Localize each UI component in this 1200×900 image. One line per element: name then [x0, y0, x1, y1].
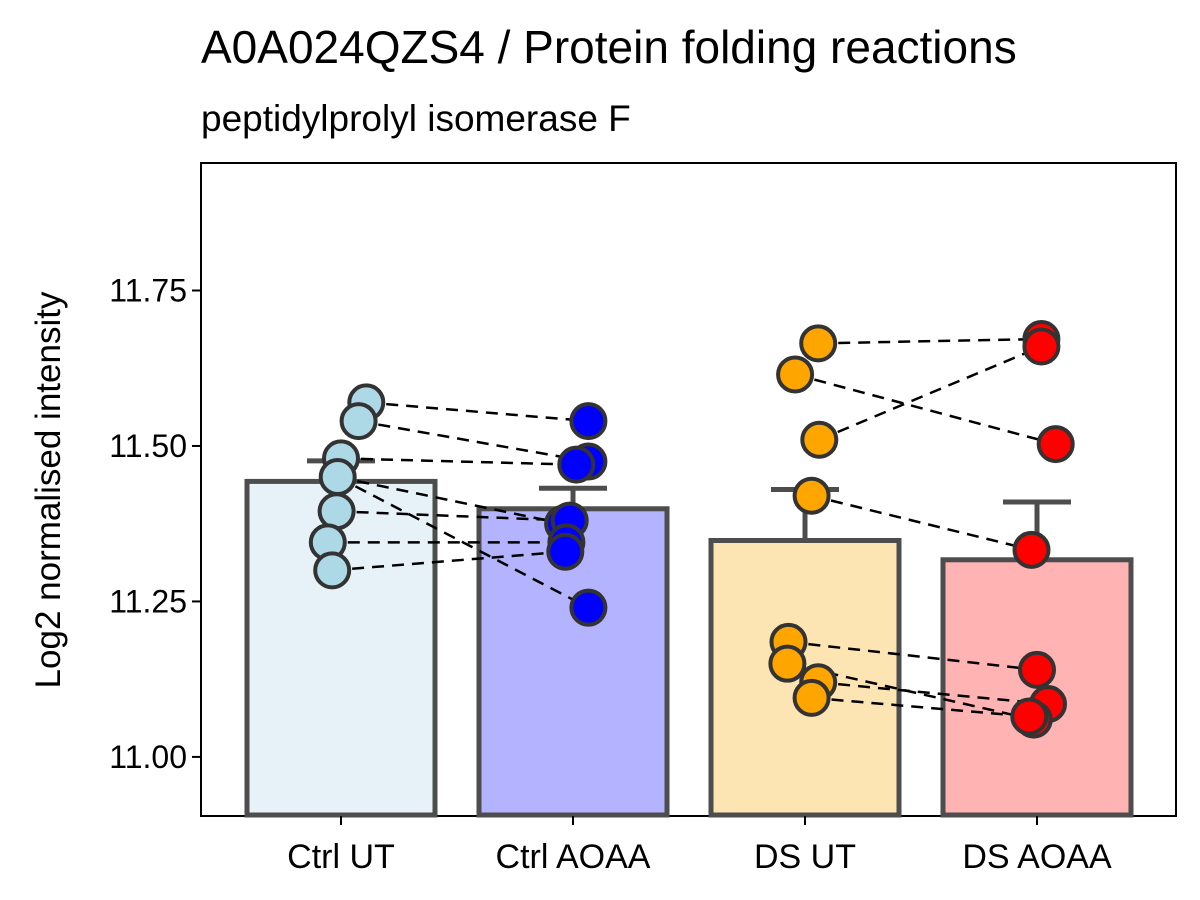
y-tick-label: 11.25 [109, 583, 187, 619]
y-axis: 11.00 11.25 11.50 11.75 [109, 272, 201, 775]
chart-title: A0A024QZS4 / Protein folding reactions [201, 21, 1017, 73]
bars [244, 478, 1134, 818]
data-point [1036, 425, 1075, 464]
pair-line [337, 475, 589, 609]
pair-line [788, 640, 1038, 672]
data-point [1010, 697, 1049, 736]
y-tick-label: 11.50 [109, 428, 187, 464]
x-tick-label: Ctrl AOAA [496, 838, 651, 876]
data-point [557, 445, 596, 484]
pair-line [337, 475, 564, 525]
data-point [313, 551, 352, 590]
pair-lines [327, 337, 1057, 721]
data-points [308, 319, 1075, 739]
data-point [768, 644, 807, 683]
data-point [318, 458, 357, 497]
data-point [569, 588, 608, 627]
pair-line [340, 457, 577, 466]
data-point [546, 532, 585, 571]
data-point [792, 678, 831, 717]
pair-line [794, 373, 1057, 446]
panel-border [200, 162, 1177, 817]
data-point [792, 476, 831, 515]
data-point [776, 355, 815, 394]
pair-line [811, 494, 1032, 552]
x-axis: Ctrl UT Ctrl AOAA DS UT DS AOAA [287, 816, 1112, 876]
pair-line [366, 401, 589, 423]
data-point [1022, 327, 1061, 366]
y-tick-label: 11.00 [109, 739, 187, 775]
chart-subtitle: peptidylprolyl isomerase F [201, 98, 631, 139]
data-point [1012, 530, 1051, 569]
y-axis-label: Log2 normalised intensity [29, 291, 68, 688]
pair-line [811, 696, 1030, 718]
data-point [799, 324, 838, 363]
pair-line [358, 419, 589, 463]
y-tick-label: 11.75 [109, 272, 187, 308]
x-tick-label: DS AOAA [962, 838, 1112, 876]
data-point [317, 492, 356, 531]
data-point [1018, 650, 1056, 689]
data-point [339, 402, 378, 441]
x-tick-label: Ctrl UT [287, 838, 395, 876]
x-tick-label: DS UT [754, 838, 856, 876]
pair-line [818, 337, 1042, 345]
data-point [569, 402, 608, 441]
plot-panel [200, 162, 1177, 817]
pair-line [818, 345, 1042, 441]
data-point [800, 420, 839, 459]
